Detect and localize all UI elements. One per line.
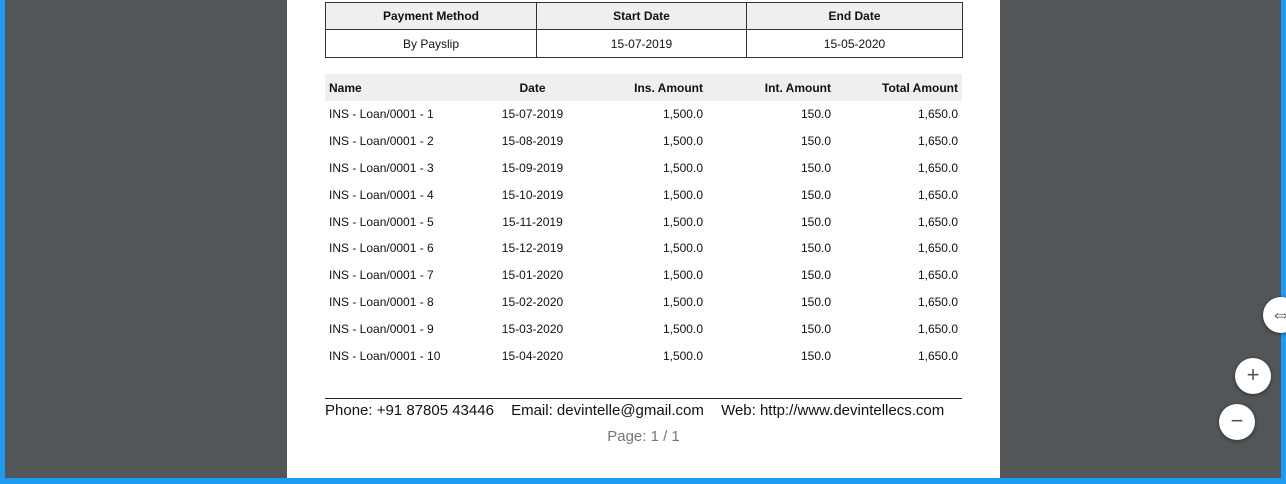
installment-date: 15-02-2020 bbox=[501, 294, 564, 309]
window-frame-left bbox=[0, 0, 5, 484]
installment-total-amount: 1,650.0 bbox=[917, 348, 958, 363]
end-date-header: End Date bbox=[746, 2, 963, 30]
installment-ins-amount: 1,500.0 bbox=[662, 321, 703, 336]
footer-divider bbox=[325, 398, 962, 399]
installment-row: INS - Loan/0001 - 5 15-11-2019 1,500.0 150.… bbox=[325, 208, 962, 235]
installments-header-row: Name Date Ins. Amount Int. Amount Total … bbox=[325, 74, 962, 101]
payment-details-table: Payment Method Start Date End Date By Pa… bbox=[325, 2, 963, 58]
footer-phone: Phone: +91 87805 43446 bbox=[325, 402, 494, 419]
installment-int-amount: 150.0 bbox=[800, 107, 831, 122]
installment-ins-amount: 1,500.0 bbox=[662, 107, 703, 122]
fit-page-button[interactable]: ⇔ bbox=[1263, 297, 1286, 333]
installment-int-amount: 150.0 bbox=[800, 348, 831, 363]
installment-int-amount: 150.0 bbox=[800, 134, 831, 149]
installment-date: 15-04-2020 bbox=[501, 348, 564, 363]
installment-ins-amount: 1,500.0 bbox=[662, 268, 703, 283]
total-amount-column-header: Total Amount bbox=[835, 74, 962, 101]
installment-date: 15-12-2019 bbox=[501, 241, 564, 256]
installment-date: 15-07-2019 bbox=[501, 107, 564, 122]
installment-ins-amount: 1,500.0 bbox=[662, 241, 703, 256]
zoom-in-button[interactable]: + bbox=[1235, 358, 1271, 394]
installment-row: INS - Loan/0001 - 8 15-02-2020 1,500.0 150.… bbox=[325, 289, 962, 316]
installment-total-amount: 1,650.0 bbox=[917, 134, 958, 149]
installment-total-amount: 1,650.0 bbox=[917, 107, 958, 122]
start-date-header: Start Date bbox=[536, 2, 747, 30]
installment-total-amount: 1,650.0 bbox=[917, 294, 958, 309]
installment-row: INS - Loan/0001 - 10 15-04-2020 1,500.0 150… bbox=[325, 342, 962, 369]
start-date-value: 15-07-2019 bbox=[536, 29, 747, 58]
installment-name: INS - Loan/0001 - 1 bbox=[329, 107, 434, 122]
int-amount-column-header: Int. Amount bbox=[707, 74, 835, 101]
installment-total-amount: 1,650.0 bbox=[917, 187, 958, 202]
installment-ins-amount: 1,500.0 bbox=[662, 160, 703, 175]
installment-name: INS - Loan/0001 - 9 bbox=[329, 321, 434, 336]
payment-method-value: By Payslip bbox=[325, 29, 537, 58]
installment-int-amount: 150.0 bbox=[800, 160, 831, 175]
installment-row: INS - Loan/0001 - 2 15-08-2019 1,500.0 150.… bbox=[325, 128, 962, 155]
installment-name: INS - Loan/0001 - 5 bbox=[329, 214, 434, 229]
fit-page-icon: ⇔ bbox=[1270, 301, 1286, 326]
end-date-value: 15-05-2020 bbox=[746, 29, 963, 58]
footer-contact: Phone: +91 87805 43446 Email: devintelle… bbox=[325, 402, 965, 419]
footer-email: Email: devintelle@gmail.com bbox=[511, 402, 704, 419]
installment-int-amount: 150.0 bbox=[800, 187, 831, 202]
installment-name: INS - Loan/0001 - 8 bbox=[329, 294, 434, 309]
payment-method-header: Payment Method bbox=[325, 2, 537, 30]
window-frame-right bbox=[1281, 0, 1286, 484]
installment-total-amount: 1,650.0 bbox=[917, 268, 958, 283]
installment-int-amount: 150.0 bbox=[800, 321, 831, 336]
name-column-header: Name bbox=[325, 74, 455, 101]
zoom-out-button[interactable]: − bbox=[1219, 404, 1255, 440]
installment-row: INS - Loan/0001 - 6 15-12-2019 1,500.0 150.… bbox=[325, 235, 962, 262]
installment-total-amount: 1,650.0 bbox=[917, 160, 958, 175]
installment-row: INS - Loan/0001 - 1 15-07-2019 1,500.0 150.… bbox=[325, 101, 962, 128]
installment-name: INS - Loan/0001 - 10 bbox=[329, 348, 441, 363]
date-column-header: Date bbox=[455, 74, 610, 101]
installment-name: INS - Loan/0001 - 7 bbox=[329, 268, 434, 283]
installment-date: 15-09-2019 bbox=[501, 160, 564, 175]
installment-name: INS - Loan/0001 - 3 bbox=[329, 160, 434, 175]
installment-ins-amount: 1,500.0 bbox=[662, 294, 703, 309]
installment-date: 15-03-2020 bbox=[501, 321, 564, 336]
installment-row: INS - Loan/0001 - 9 15-03-2020 1,500.0 150.… bbox=[325, 315, 962, 342]
installment-total-amount: 1,650.0 bbox=[917, 241, 958, 256]
installment-total-amount: 1,650.0 bbox=[917, 321, 958, 336]
ins-amount-column-header: Ins. Amount bbox=[610, 74, 707, 101]
installment-int-amount: 150.0 bbox=[800, 241, 831, 256]
installment-row: INS - Loan/0001 - 3 15-09-2019 1,500.0 150.… bbox=[325, 155, 962, 182]
installment-int-amount: 150.0 bbox=[800, 294, 831, 309]
pdf-page: Payment Method Start Date End Date By Pa… bbox=[287, 0, 1000, 478]
installment-date: 15-08-2019 bbox=[501, 134, 564, 149]
installment-row: INS - Loan/0001 - 4 15-10-2019 1,500.0 150.… bbox=[325, 181, 962, 208]
installment-ins-amount: 1,500.0 bbox=[662, 214, 703, 229]
installment-int-amount: 150.0 bbox=[800, 214, 831, 229]
installments-body: INS - Loan/0001 - 1 15-07-2019 1,500.0 150.… bbox=[325, 101, 962, 369]
installment-total-amount: 1,650.0 bbox=[917, 214, 958, 229]
installment-int-amount: 150.0 bbox=[800, 268, 831, 283]
installment-row: INS - Loan/0001 - 7 15-01-2020 1,500.0 150.… bbox=[325, 262, 962, 289]
installment-ins-amount: 1,500.0 bbox=[662, 187, 703, 202]
installment-ins-amount: 1,500.0 bbox=[662, 348, 703, 363]
installment-name: INS - Loan/0001 - 2 bbox=[329, 134, 434, 149]
installment-date: 15-01-2020 bbox=[501, 268, 564, 283]
installment-ins-amount: 1,500.0 bbox=[662, 134, 703, 149]
installment-name: INS - Loan/0001 - 4 bbox=[329, 187, 434, 202]
installment-date: 15-10-2019 bbox=[501, 187, 564, 202]
footer-web: Web: http://www.devintellecs.com bbox=[721, 402, 945, 419]
page-number: Page: 1 / 1 bbox=[607, 428, 680, 445]
installments-table: Name Date Ins. Amount Int. Amount Total … bbox=[325, 74, 962, 369]
installment-date: 15-11-2019 bbox=[502, 214, 563, 229]
installment-name: INS - Loan/0001 - 6 bbox=[329, 241, 434, 256]
window-frame-bottom bbox=[0, 478, 1286, 484]
